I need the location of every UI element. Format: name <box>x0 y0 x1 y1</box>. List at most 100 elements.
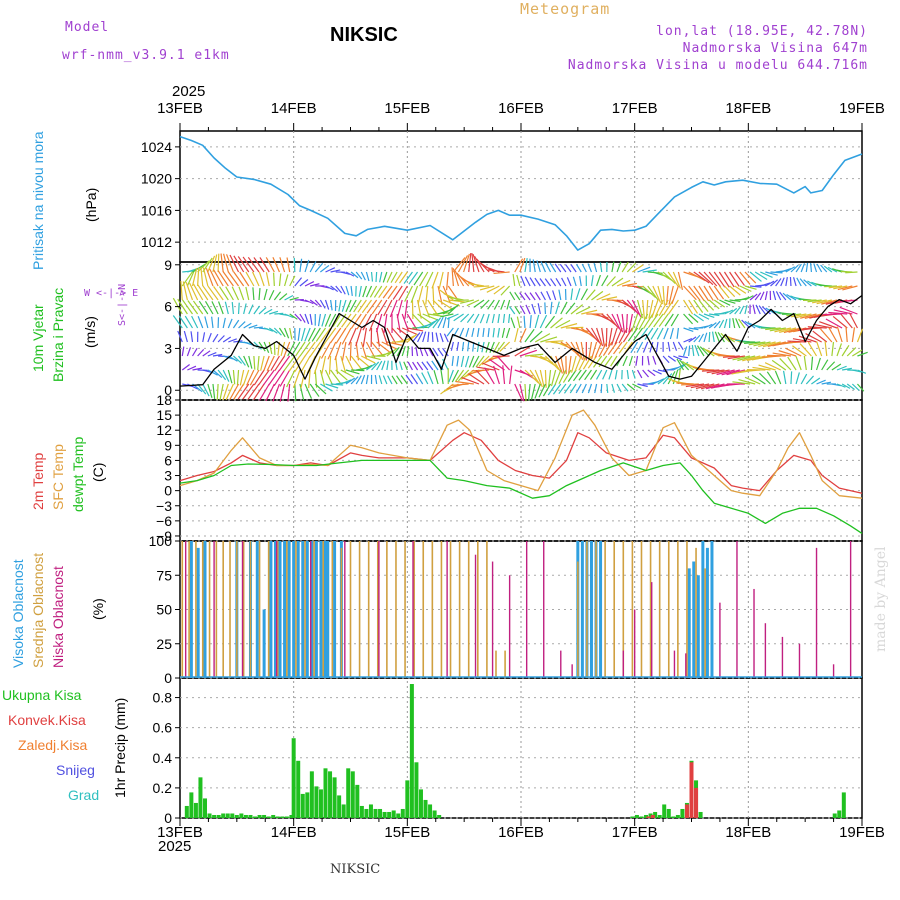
wind-arrow <box>713 320 721 329</box>
wind-arrow <box>311 327 321 342</box>
wind-arrow <box>581 309 598 315</box>
wind-arrow <box>719 299 731 306</box>
wind-arrow <box>309 299 318 306</box>
wind-arrow <box>509 365 513 385</box>
wind-arrow <box>534 277 541 287</box>
x-tick-label-top: 17FEB <box>612 100 658 117</box>
wind-arrow <box>642 369 649 378</box>
wind-arrow <box>655 341 659 353</box>
wind-arrow <box>799 278 807 287</box>
wind-arrow <box>524 328 535 343</box>
x-tick-label-bottom: 15FEB <box>384 824 430 841</box>
wind-arrow <box>295 341 306 357</box>
wind-arrow <box>468 253 472 273</box>
precip-bar-total <box>207 813 212 818</box>
wind-arrow <box>317 313 321 327</box>
wind-arrow <box>524 369 540 384</box>
wind-arrow <box>810 262 813 273</box>
x-tick-label-top: 15FEB <box>384 100 430 117</box>
wind-arrow <box>724 285 736 298</box>
wind-arrow <box>300 369 306 389</box>
wind-arrow <box>685 383 705 388</box>
wind-arrow <box>247 383 260 400</box>
wind-arrow <box>382 285 393 299</box>
wind-arrow <box>383 299 393 317</box>
wind-arrow <box>197 260 210 273</box>
wind-arrow <box>407 327 424 332</box>
wind-arrow <box>299 279 309 287</box>
precip-bar-total <box>225 813 230 818</box>
wind-arrow <box>399 361 403 371</box>
wind-arrow <box>502 313 506 324</box>
wind-arrow <box>783 327 802 334</box>
wind-arrow <box>222 369 230 382</box>
precip-bar-total <box>382 811 387 818</box>
wind-arrow <box>816 263 823 273</box>
wind-arrow <box>604 355 613 367</box>
wind-arrow <box>514 346 530 357</box>
wind-arrow <box>542 383 552 397</box>
wind-arrow <box>550 317 563 329</box>
wind-arrow <box>837 285 853 291</box>
precip-bar-total <box>189 792 194 818</box>
wind-arrow <box>795 372 800 385</box>
wind-arrow <box>297 327 301 341</box>
wind-arrow <box>280 341 286 357</box>
wind-arrow <box>688 336 697 343</box>
wind-arrow <box>752 304 756 315</box>
wind-arrow <box>584 369 592 381</box>
wind-arrow <box>422 320 436 329</box>
wind-arrow <box>774 370 782 385</box>
y-tick-label: 0 <box>164 670 172 686</box>
wind-arrow <box>524 353 544 357</box>
wind-arrow <box>340 271 350 275</box>
wind-arrow <box>471 327 475 337</box>
wind-arrow <box>457 369 470 382</box>
wind-arrow <box>284 294 294 301</box>
wind-arrow <box>300 355 311 373</box>
wind-arrow <box>187 383 199 390</box>
wind-arrow <box>563 383 572 394</box>
wind-arrow <box>426 361 434 371</box>
wind-arrow <box>192 367 203 371</box>
wind-arrow <box>765 327 781 331</box>
wind-arrow <box>218 286 229 301</box>
wind-arrow <box>356 313 367 330</box>
wind-arrow <box>410 374 419 385</box>
wind-arrow <box>529 315 532 329</box>
wind-arrow <box>688 271 706 282</box>
wind-arrow <box>335 285 343 294</box>
wind-arrow <box>243 322 252 329</box>
y-tick-label: 75 <box>156 567 172 583</box>
wind-arrow <box>272 257 281 273</box>
wind-arrow <box>268 341 273 355</box>
wind-arrow <box>341 313 352 328</box>
wind-arrow <box>320 327 332 343</box>
wind-arrow <box>572 276 577 287</box>
wind-arrow <box>243 341 254 346</box>
wind-arrow <box>224 301 229 315</box>
wind-arrow <box>560 301 568 315</box>
wind-arrow <box>475 355 485 368</box>
wind-arrow <box>183 330 188 343</box>
wind-arrow <box>400 375 408 385</box>
wind-arrow <box>456 272 470 287</box>
wind-arrow <box>217 301 224 315</box>
wind-arrow <box>621 313 625 333</box>
wind-arrow <box>421 372 429 385</box>
wind-arrow <box>181 346 185 357</box>
wind-arrow <box>735 318 741 329</box>
wind-arrow <box>382 271 388 283</box>
wind-arrow <box>683 313 693 325</box>
wind-arrow <box>536 260 541 273</box>
wind-arrow <box>679 359 690 371</box>
wind-arrow <box>701 369 720 372</box>
wind-arrow <box>265 257 275 273</box>
wind-arrow <box>442 306 457 315</box>
wind-arrow <box>217 253 220 273</box>
wind-arrow <box>386 271 393 283</box>
wind-arrow <box>840 313 853 329</box>
wind-arrow <box>274 355 286 371</box>
wind-arrow <box>782 370 787 385</box>
wind-arrow <box>852 369 862 373</box>
